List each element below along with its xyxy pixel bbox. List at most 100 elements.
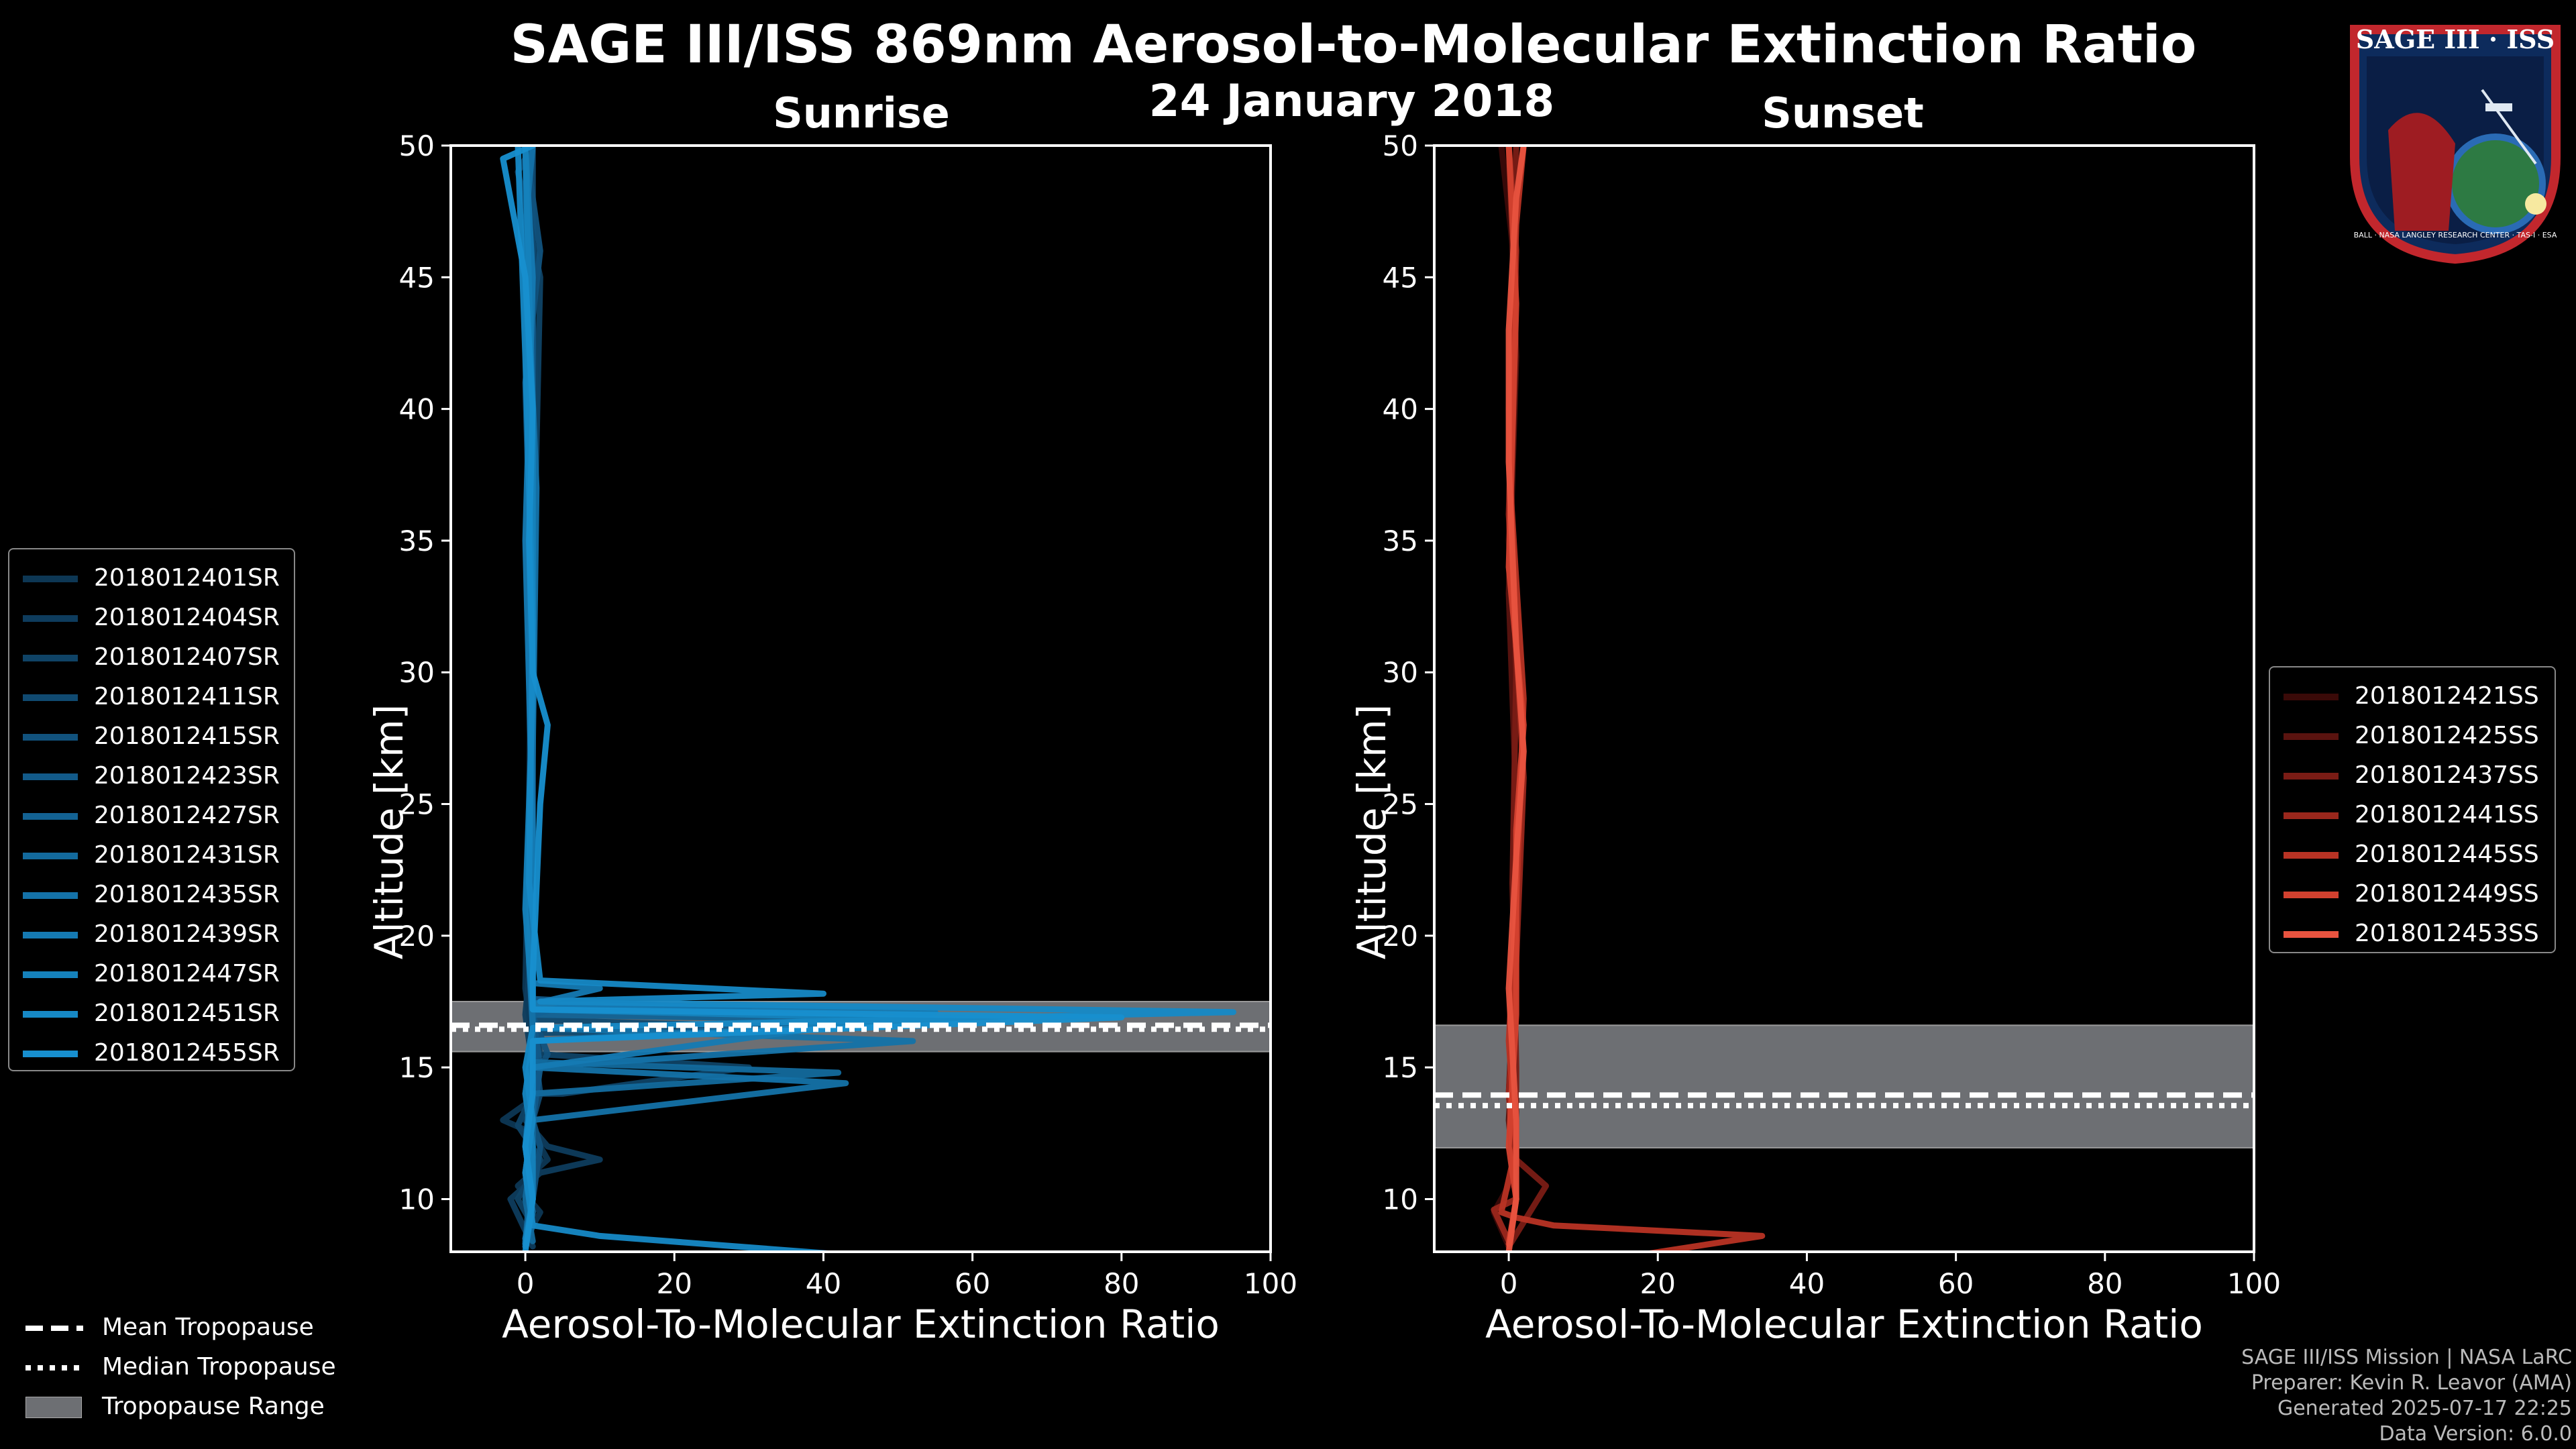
y-tick-label: 15 <box>1383 1051 1418 1084</box>
legend-label: Mean Tropopause <box>102 1313 314 1341</box>
legend-median-tropopause: Median Tropopause <box>20 1348 396 1387</box>
legend-item: 2018012451SR <box>9 994 291 1034</box>
legend-swatch <box>23 694 78 701</box>
footer-preparer: Preparer: Kevin R. Leavor (AMA) <box>2251 1371 2572 1395</box>
legend-label: 2018012437SS <box>2355 761 2539 789</box>
sunset-xlabel: Aerosol-To-Molecular Extinction Ratio <box>1485 1301 2203 1347</box>
footer-mission: SAGE III/ISS Mission | NASA LaRC <box>2241 1346 2572 1369</box>
y-tick-label: 15 <box>399 1051 435 1084</box>
legend-swatch <box>23 655 78 661</box>
legend-item: 2018012445SS <box>2270 835 2552 875</box>
legend-item: 2018012401SR <box>9 559 291 598</box>
legend-label: 2018012439SR <box>94 920 280 948</box>
legend-label: Tropopause Range <box>102 1393 325 1420</box>
legend-label: 2018012425SS <box>2355 722 2539 749</box>
legend-swatch <box>2284 892 2339 898</box>
legend-swatch <box>23 576 78 582</box>
series-line-2018012455SR <box>500 146 1125 1252</box>
legend-swatch <box>23 971 78 978</box>
x-tick-label: 80 <box>1104 1267 1139 1300</box>
y-tick-label: 20 <box>1383 920 1418 953</box>
legend-item: 2018012437SS <box>2270 756 2552 796</box>
x-tick-label: 80 <box>2087 1267 2123 1300</box>
x-tick-label: 100 <box>1244 1267 1297 1300</box>
x-tick-label: 0 <box>517 1267 535 1300</box>
legend-swatch <box>23 615 78 622</box>
footer-generated: Generated 2025-07-17 22:25 <box>2277 1397 2572 1420</box>
y-tick-label: 40 <box>1383 393 1418 426</box>
sage-logo: SAGE III · ISS BALL · NASA LANGLEY RESEA… <box>2341 9 2569 264</box>
sunset-axes-frame <box>1433 144 2255 1253</box>
legend-swatch <box>23 1011 78 1018</box>
y-tick-label: 30 <box>399 656 435 689</box>
sunset-ylabel: Altitude [km] <box>1349 704 1395 960</box>
x-tick-label: 100 <box>2227 1267 2281 1300</box>
legend-swatch <box>2284 773 2339 780</box>
legend-item: 2018012435SR <box>9 875 291 915</box>
legend-label: 2018012455SR <box>94 1039 280 1067</box>
y-tick-label: 45 <box>399 261 435 294</box>
legend-item: 2018012447SR <box>9 955 291 994</box>
legend-item: 2018012407SR <box>9 638 291 678</box>
legend-label: 2018012401SR <box>94 564 280 592</box>
legend-label: 2018012445SS <box>2355 841 2539 868</box>
legend-label: 2018012423SR <box>94 762 280 790</box>
legend-item: 2018012449SS <box>2270 875 2552 914</box>
y-tick-label: 25 <box>399 788 435 821</box>
legend-swatch <box>23 892 78 899</box>
y-tick-label: 35 <box>399 525 435 557</box>
footer: SAGE III/ISS Mission | NASA LaRC Prepare… <box>2241 1345 2572 1447</box>
legend-label: 2018012421SS <box>2355 682 2539 710</box>
legend-mean-tropopause: Mean Tropopause <box>20 1308 396 1348</box>
legend-item: 2018012411SR <box>9 678 291 717</box>
logo-ring-text: BALL · NASA LANGLEY RESEARCH CENTER · TA… <box>2354 231 2557 239</box>
legend-item: 2018012427SR <box>9 796 291 836</box>
legend-label: 2018012431SR <box>94 841 280 869</box>
legend-label: 2018012411SR <box>94 683 280 710</box>
legend-item: 2018012439SR <box>9 915 291 955</box>
legend-label: 2018012415SR <box>94 722 280 750</box>
x-tick-label: 60 <box>955 1267 990 1300</box>
y-tick-label: 30 <box>1383 656 1418 689</box>
legend-label: 2018012451SR <box>94 1000 280 1027</box>
dashed-line-icon <box>25 1326 83 1331</box>
legend-label: 2018012427SR <box>94 802 280 829</box>
legend-swatch <box>2284 733 2339 740</box>
x-tick-label: 20 <box>1640 1267 1676 1300</box>
y-tick-label: 40 <box>399 393 435 426</box>
legend-swatch <box>23 932 78 938</box>
legend-swatch <box>23 773 78 780</box>
y-tick-label: 10 <box>1383 1183 1418 1216</box>
legend-item: 2018012453SS <box>2270 914 2552 954</box>
y-tick-label: 35 <box>1383 525 1418 557</box>
logo-label: SAGE III · ISS <box>2356 24 2555 54</box>
legend-swatch <box>23 1051 78 1057</box>
y-tick-label: 25 <box>1383 788 1418 821</box>
y-tick-label: 45 <box>1383 261 1418 294</box>
sunrise-legend: 2018012401SR 2018012404SR 2018012407SR 2018… <box>8 548 295 1071</box>
series-line-2018012453SS <box>1505 146 1527 1252</box>
y-tick-label: 20 <box>399 920 435 953</box>
sunrise-xlabel: Aerosol-To-Molecular Extinction Ratio <box>502 1301 1220 1347</box>
legend-item: 2018012421SS <box>2270 677 2552 716</box>
legend-label: 2018012435SR <box>94 881 280 908</box>
tropopause-legend: Mean Tropopause Median Tropopause Tropop… <box>20 1308 396 1429</box>
legend-label: 2018012404SR <box>94 604 280 631</box>
sunrise-ylabel: Altitude [km] <box>366 704 412 960</box>
legend-label: 2018012407SR <box>94 643 280 671</box>
legend-item: 2018012423SR <box>9 757 291 796</box>
x-tick-label: 40 <box>1789 1267 1825 1300</box>
legend-item: 2018012441SS <box>2270 796 2552 835</box>
legend-label: 2018012453SS <box>2355 920 2539 947</box>
legend-item: 2018012415SR <box>9 717 291 757</box>
x-tick-label: 0 <box>1500 1267 1518 1300</box>
legend-swatch <box>2284 812 2339 819</box>
sunrise-subtitle: Sunrise <box>773 89 950 138</box>
x-tick-label: 60 <box>1938 1267 1974 1300</box>
footer-version: Data Version: 6.0.0 <box>2379 1422 2572 1446</box>
legend-swatch <box>2284 852 2339 859</box>
legend-item: 2018012404SR <box>9 598 291 638</box>
legend-label: 2018012447SR <box>94 960 280 987</box>
